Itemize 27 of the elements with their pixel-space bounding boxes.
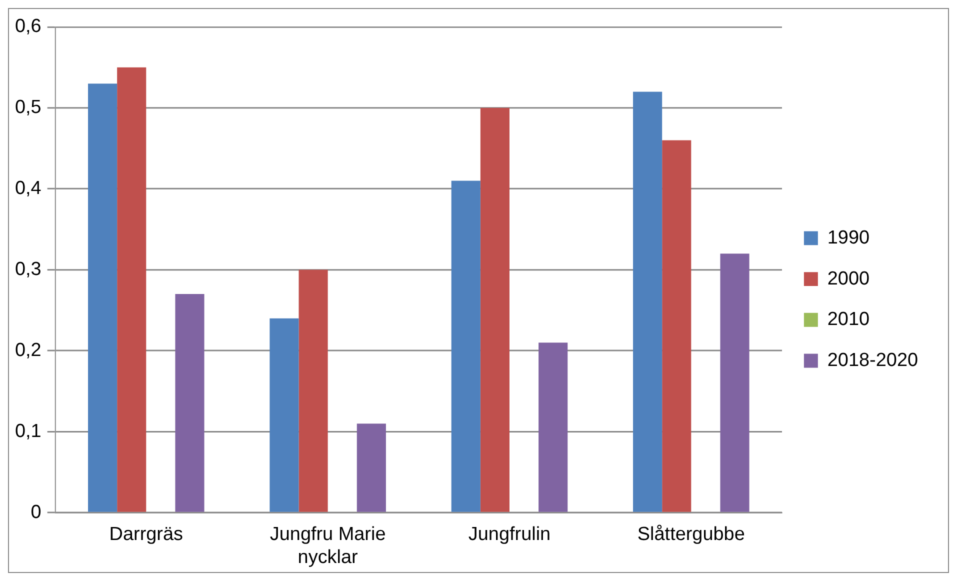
y-tick-label: 0,3 (14, 259, 42, 280)
bar (662, 140, 692, 512)
y-tick-label: 0,2 (14, 340, 42, 361)
bar (356, 424, 386, 512)
legend-label: 2000 (827, 268, 870, 290)
y-tick-label: 0,1 (14, 420, 42, 442)
legend-label: 2018-2020 (827, 350, 918, 371)
bar (298, 270, 328, 512)
y-tick-label: 0,4 (14, 178, 42, 200)
bar (538, 342, 568, 512)
y-tick-label: 0,5 (14, 97, 42, 118)
bar (633, 92, 662, 512)
bar (88, 84, 118, 512)
y-tick-label: 0 (30, 502, 42, 523)
x-tick-label: Darrgräs (109, 524, 184, 546)
bar (175, 294, 204, 512)
bar (117, 67, 146, 512)
bar (480, 108, 510, 512)
bar (720, 254, 750, 512)
x-tick-label: Jungfrulin (468, 524, 551, 546)
bar (270, 318, 299, 512)
legend-label: 2010 (827, 309, 870, 330)
x-tick-label: Jungfru Marie nycklar (270, 524, 386, 568)
legend-label: 1990 (827, 227, 870, 248)
x-tick-label: Slåttergubbe (637, 524, 745, 546)
bar (451, 180, 480, 512)
y-tick-label: 0,6 (14, 16, 42, 38)
